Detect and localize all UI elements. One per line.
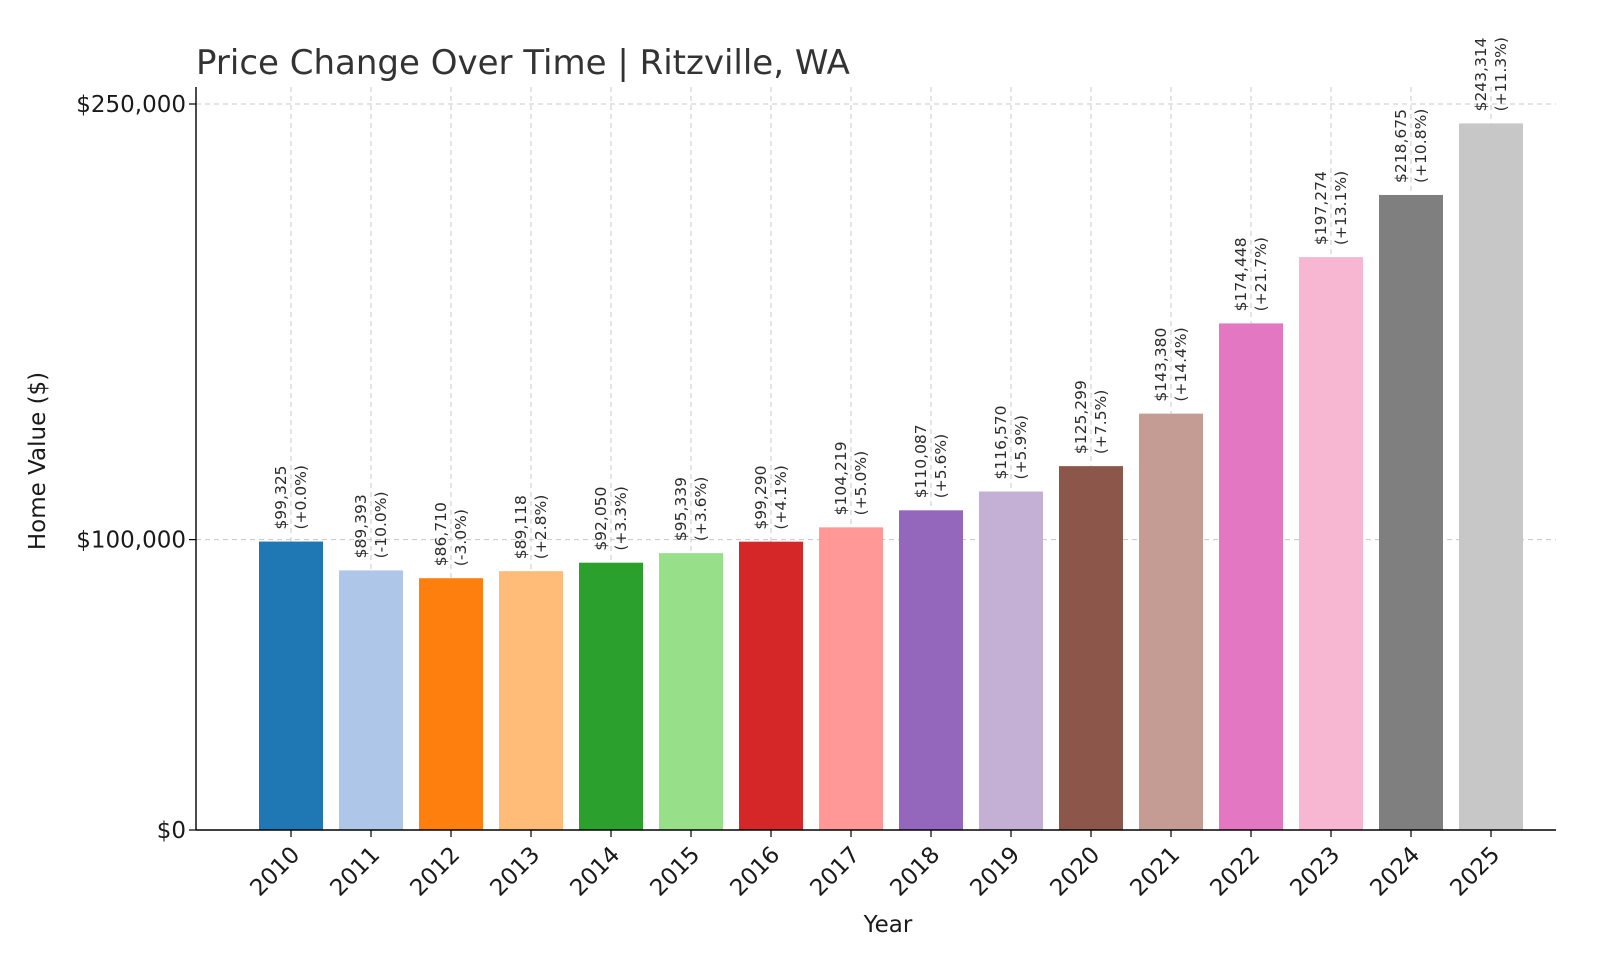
bar-2013 xyxy=(499,571,563,830)
data-label-2017: $104,219 (+5.0%) xyxy=(832,441,870,515)
bar-2020 xyxy=(1059,466,1123,830)
y-tick-label: $0 xyxy=(157,818,186,844)
x-tick-label-2012: 2012 xyxy=(405,842,465,902)
bar-2010 xyxy=(259,541,323,830)
data-label-2020: $125,299 (+7.5%) xyxy=(1072,380,1110,454)
data-label-2025: $243,314 (+11.3%) xyxy=(1472,37,1510,111)
value-label: $99,290 xyxy=(752,466,770,530)
bar-2012 xyxy=(419,578,483,830)
bar-2014 xyxy=(579,562,643,830)
x-tick-label-2018: 2018 xyxy=(885,842,945,902)
value-label: $89,118 xyxy=(512,495,530,559)
x-tick-label-2022: 2022 xyxy=(1205,842,1265,902)
bar-2023 xyxy=(1299,257,1363,830)
y-tick-label: $100,000 xyxy=(76,528,186,554)
x-axis-label: Year xyxy=(863,912,913,938)
value-label: $104,219 xyxy=(832,441,850,515)
change-label: (+7.5%) xyxy=(1092,390,1110,454)
y-tick-label: $250,000 xyxy=(76,92,186,118)
change-label: (+14.4%) xyxy=(1172,327,1190,401)
data-label-2011: $89,393 (-10.0%) xyxy=(352,491,390,558)
change-label: (+21.7%) xyxy=(1252,237,1270,311)
data-label-2015: $95,339 (+3.6%) xyxy=(672,477,710,541)
x-tick-label-2016: 2016 xyxy=(725,842,785,902)
bar-2024 xyxy=(1379,194,1443,831)
data-labels: $99,325 (+0.0%) $89,393 (-10.0%) $86,710 (-3.… xyxy=(272,37,1510,566)
data-label-2019: $116,570 (+5.9%) xyxy=(992,406,1030,480)
y-axis-label: Home Value ($) xyxy=(25,372,51,550)
bar-2015 xyxy=(659,553,723,830)
x-tick-label-2023: 2023 xyxy=(1285,842,1345,902)
x-tick-label-2024: 2024 xyxy=(1365,842,1425,902)
value-label: $116,570 xyxy=(992,406,1010,480)
change-label: (+5.6%) xyxy=(932,434,950,498)
change-label: (+3.6%) xyxy=(692,477,710,541)
value-label: $99,325 xyxy=(272,465,290,529)
change-label: (+2.8%) xyxy=(532,495,550,559)
change-label: (+4.1%) xyxy=(772,465,790,529)
value-label: $89,393 xyxy=(352,494,370,558)
x-tick-label-2015: 2015 xyxy=(645,842,705,902)
bar-2016 xyxy=(739,541,803,830)
change-label: (+11.3%) xyxy=(1492,37,1510,111)
bars xyxy=(259,123,1523,831)
data-label-2010: $99,325 (+0.0%) xyxy=(272,465,310,529)
x-tick-label-2014: 2014 xyxy=(565,842,625,902)
x-tick-label-2017: 2017 xyxy=(805,842,865,902)
change-label: (+5.0%) xyxy=(852,451,870,515)
value-label: $218,675 xyxy=(1392,109,1410,183)
change-label: (+5.9%) xyxy=(1012,415,1030,479)
change-label: (+13.1%) xyxy=(1332,171,1350,245)
bar-2018 xyxy=(899,510,963,830)
value-label: $125,299 xyxy=(1072,380,1090,454)
x-tick-label-2013: 2013 xyxy=(485,842,545,902)
data-label-2023: $197,274 (+13.1%) xyxy=(1312,171,1350,245)
change-label: (-10.0%) xyxy=(372,491,390,558)
value-label: $110,087 xyxy=(912,424,930,498)
x-tick-label-2025: 2025 xyxy=(1445,842,1505,902)
value-label: $95,339 xyxy=(672,477,690,541)
bar-2011 xyxy=(339,570,403,830)
change-label: (+3.3%) xyxy=(612,486,630,550)
bar-2025 xyxy=(1459,123,1523,831)
change-label: (+0.0%) xyxy=(292,465,310,529)
data-label-2021: $143,380 (+14.4%) xyxy=(1152,327,1190,401)
data-label-2018: $110,087 (+5.6%) xyxy=(912,424,950,498)
x-tick-label-2011: 2011 xyxy=(325,842,385,902)
value-label: $197,274 xyxy=(1312,171,1330,245)
bar-2021 xyxy=(1139,413,1203,830)
x-tick-label-2010: 2010 xyxy=(245,842,305,902)
value-label: $92,050 xyxy=(592,487,610,551)
value-label: $174,448 xyxy=(1232,237,1250,311)
value-label: $86,710 xyxy=(432,502,450,566)
data-label-2013: $89,118 (+2.8%) xyxy=(512,495,550,559)
data-label-2014: $92,050 (+3.3%) xyxy=(592,486,630,550)
value-label: $143,380 xyxy=(1152,328,1170,402)
data-label-2012: $86,710 (-3.0%) xyxy=(432,502,470,566)
x-tick-label-2020: 2020 xyxy=(1045,842,1105,902)
bar-2019 xyxy=(979,491,1043,830)
data-label-2022: $174,448 (+21.7%) xyxy=(1232,237,1270,311)
x-tick-label-2019: 2019 xyxy=(965,842,1025,902)
change-label: (-3.0%) xyxy=(452,509,470,566)
x-tick-label-2021: 2021 xyxy=(1125,842,1185,902)
chart-title: Price Change Over Time | Ritzville, WA xyxy=(196,43,850,83)
data-label-2024: $218,675 (+10.8%) xyxy=(1392,109,1430,183)
value-label: $243,314 xyxy=(1472,37,1490,111)
data-label-2016: $99,290 (+4.1%) xyxy=(752,465,790,529)
bar-2017 xyxy=(819,527,883,830)
change-label: (+10.8%) xyxy=(1412,109,1430,183)
bar-2022 xyxy=(1219,323,1283,830)
